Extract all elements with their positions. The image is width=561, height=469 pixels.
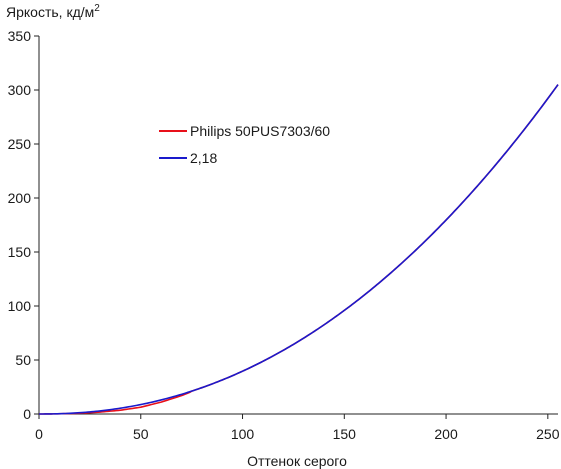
y-tick-label: 250 xyxy=(8,136,32,152)
x-tick-label: 150 xyxy=(333,426,357,442)
series-line-2 xyxy=(39,84,559,415)
legend-label-1: Philips 50PUS7303/60 xyxy=(190,123,330,139)
y-tick-label: 200 xyxy=(8,190,32,206)
x-tick-label: 50 xyxy=(133,426,149,442)
plot-axes: 0 50 100 150 200 250 300 350 0 50 100 150 200 250 xyxy=(8,28,560,442)
x-tick-label: 100 xyxy=(231,426,255,442)
y-tick-label: 50 xyxy=(15,352,31,368)
y-tick-label: 350 xyxy=(8,28,32,44)
y-axis-title-superscript: 2 xyxy=(94,3,100,14)
y-tick-label: 150 xyxy=(8,244,32,260)
series-layer xyxy=(39,84,559,415)
legend: Philips 50PUS7303/60 2,18 xyxy=(159,123,330,166)
x-tick-label: 0 xyxy=(35,426,43,442)
x-axis-title: Оттенок серого xyxy=(247,453,347,469)
x-tick-label: 200 xyxy=(434,426,458,442)
y-axis-title-text: Яркость, кд/м xyxy=(6,4,94,20)
x-tick-label: 250 xyxy=(536,426,560,442)
legend-label-2: 2,18 xyxy=(190,150,217,166)
y-tick-label: 0 xyxy=(23,406,31,422)
y-tick-label: 100 xyxy=(8,298,32,314)
y-axis-title: Яркость, кд/м2 xyxy=(6,3,100,20)
y-tick-label: 300 xyxy=(8,82,32,98)
